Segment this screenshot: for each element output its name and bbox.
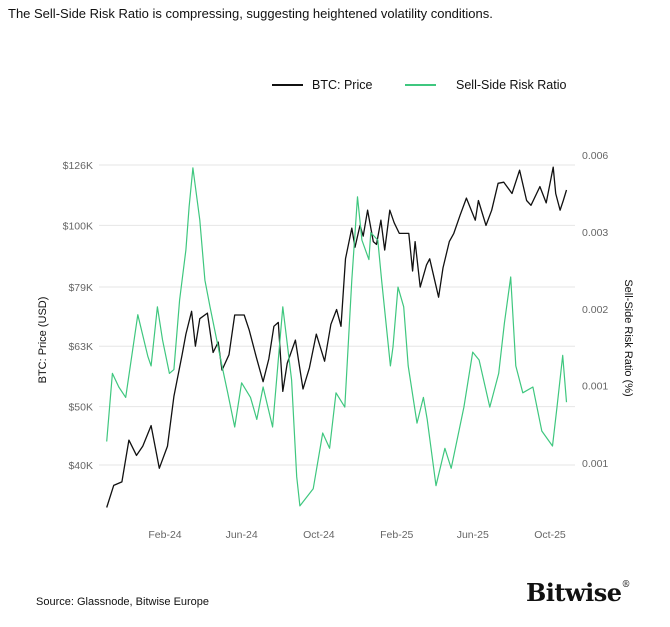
- legend-swatch-btc-price: [272, 84, 303, 86]
- x-tick-label: Jun-25: [457, 529, 489, 541]
- y-left-tick-label: $40K: [68, 460, 93, 472]
- x-tick-label: Oct-25: [534, 529, 566, 541]
- btc-price-line: [106, 166, 568, 508]
- legend-item-btc-price: BTC: Price: [272, 78, 372, 92]
- y-left-tick-label: $126K: [63, 160, 93, 172]
- chart-title: The Sell-Side Risk Ratio is compressing,…: [8, 6, 493, 21]
- y-right-axis-label: Sell-Side Risk Ratio (%): [622, 279, 634, 396]
- legend-label-ssr: Sell-Side Risk Ratio: [456, 78, 567, 92]
- y-right-tick-label: 0.001: [582, 381, 608, 393]
- legend-item-ssr: Sell-Side Risk Ratio: [405, 78, 566, 92]
- y-left-tick-label: $79K: [68, 282, 93, 294]
- y-right-tick-label: 0.003: [582, 227, 608, 239]
- ssr-line: [106, 167, 568, 507]
- bitwise-logo: Bitwise®: [526, 578, 631, 607]
- y-left-tick-label: $63K: [68, 341, 93, 353]
- y-right-tick-label: 0.002: [582, 304, 608, 316]
- legend-label-btc-price: BTC: Price: [312, 78, 373, 92]
- y-left-tick-label: $50K: [68, 402, 93, 414]
- x-tick-label: Feb-25: [380, 529, 413, 541]
- x-tick-label: Jun-24: [226, 529, 258, 541]
- y-right-tick-label: 0.001: [582, 458, 608, 470]
- source-note: Source: Glassnode, Bitwise Europe: [36, 596, 210, 608]
- x-tick-label: Feb-24: [148, 529, 181, 541]
- y-left-tick-label: $100K: [63, 220, 93, 232]
- y-right-tick-label: 0.006: [582, 150, 608, 162]
- y-left-axis-label: BTC: Price (USD): [37, 297, 49, 384]
- x-tick-label: Oct-24: [303, 529, 335, 541]
- legend-swatch-ssr: [405, 84, 436, 86]
